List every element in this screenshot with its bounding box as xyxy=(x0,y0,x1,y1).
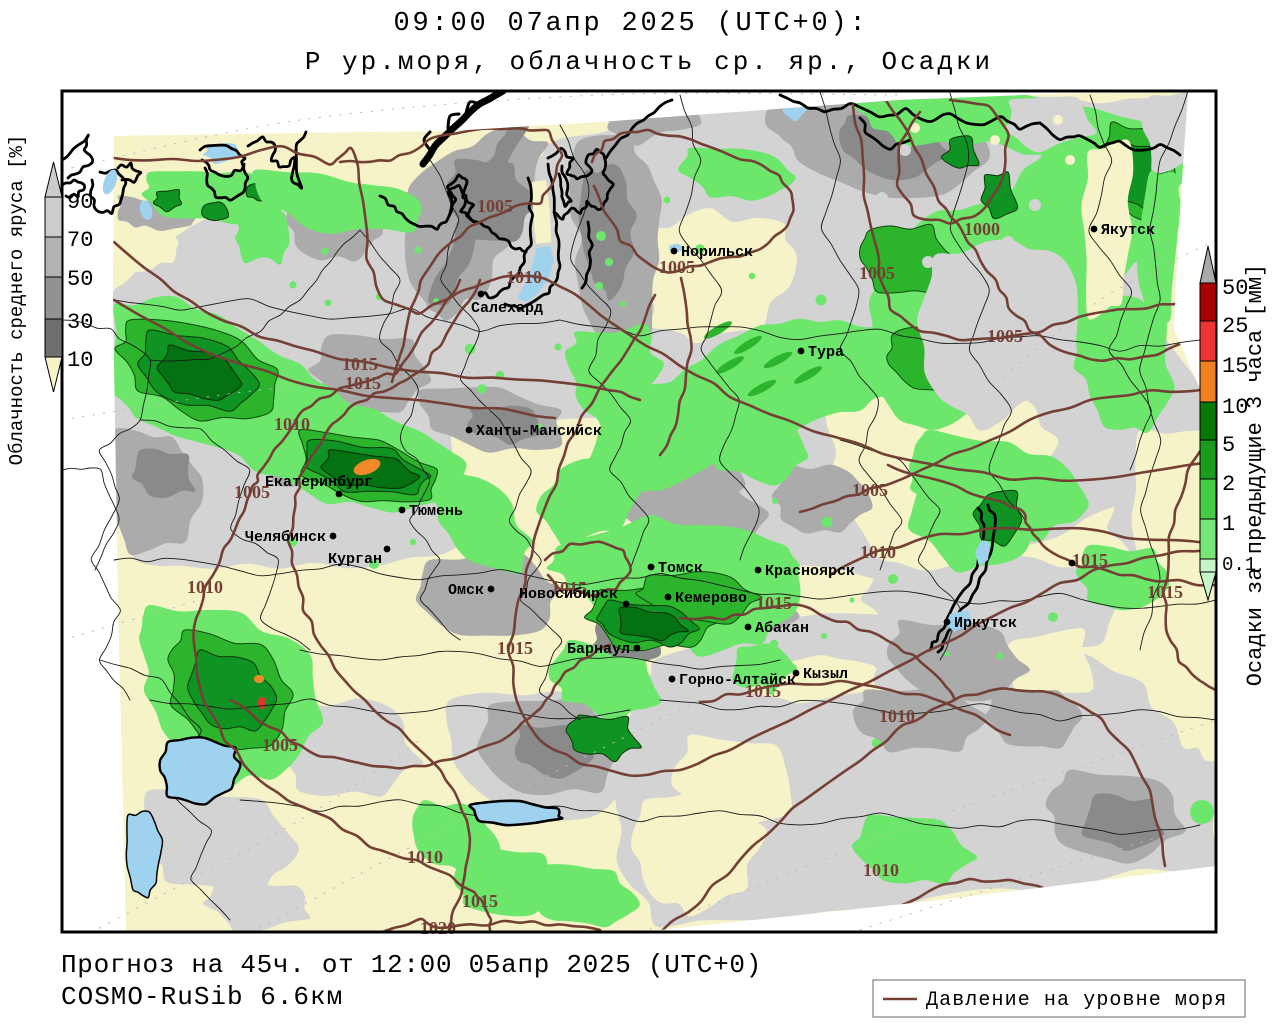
svg-text:1010: 1010 xyxy=(506,267,542,287)
svg-text:1015: 1015 xyxy=(756,593,792,613)
svg-text:90: 90 xyxy=(67,190,93,215)
svg-text:1015: 1015 xyxy=(1147,582,1183,602)
svg-text:Облачность среднего яруса [%]: Облачность среднего яруса [%] xyxy=(6,135,28,466)
svg-text:15: 15 xyxy=(1222,354,1248,379)
svg-text:Абакан: Абакан xyxy=(755,620,809,637)
svg-text:1005: 1005 xyxy=(659,257,695,277)
svg-text:1010: 1010 xyxy=(187,577,223,597)
svg-text:1015: 1015 xyxy=(745,681,781,701)
svg-text:1010: 1010 xyxy=(860,542,896,562)
svg-text:5: 5 xyxy=(1222,433,1235,458)
svg-text:Томск: Томск xyxy=(658,560,703,577)
svg-text:1005: 1005 xyxy=(859,263,895,283)
svg-text:1010: 1010 xyxy=(274,414,310,434)
svg-text:Барнаул: Барнаул xyxy=(567,641,630,658)
svg-text:10: 10 xyxy=(1222,395,1248,420)
svg-text:Тюмень: Тюмень xyxy=(409,503,463,520)
svg-text:Тура: Тура xyxy=(808,344,844,361)
svg-text:1015: 1015 xyxy=(345,373,381,393)
svg-text:1005: 1005 xyxy=(987,326,1023,346)
svg-text:1010: 1010 xyxy=(863,860,899,880)
svg-text:50: 50 xyxy=(67,267,93,292)
svg-text:1015: 1015 xyxy=(342,354,378,374)
svg-text:1000: 1000 xyxy=(964,219,1000,239)
svg-text:2: 2 xyxy=(1222,472,1235,497)
svg-text:COSMO-RuSib 6.6км: COSMO-RuSib 6.6км xyxy=(61,982,343,1012)
svg-text:Кемерово: Кемерово xyxy=(675,590,747,607)
svg-text:Новосибирск: Новосибирск xyxy=(519,586,618,603)
svg-text:1015: 1015 xyxy=(551,578,587,598)
svg-text:25: 25 xyxy=(1222,314,1248,339)
svg-text:Екатеринбург: Екатеринбург xyxy=(265,474,373,491)
svg-text:1015: 1015 xyxy=(497,638,533,658)
svg-text:1005: 1005 xyxy=(477,196,513,216)
svg-text:70: 70 xyxy=(67,228,93,253)
svg-text:Ханты-Мансийск: Ханты-Мансийск xyxy=(476,423,602,440)
svg-text:1010: 1010 xyxy=(407,847,443,867)
svg-text:Прогноз на 45ч. от 12:00 05апр: Прогноз на 45ч. от 12:00 05апр 2025 (UTC… xyxy=(61,950,762,980)
svg-text:1005: 1005 xyxy=(234,482,270,502)
svg-text:Омск: Омск xyxy=(448,582,484,599)
svg-text:1020: 1020 xyxy=(420,918,456,938)
svg-text:Давление на уровне моря: Давление на уровне моря xyxy=(926,989,1227,1012)
svg-text:1005: 1005 xyxy=(262,735,298,755)
svg-text:Курган: Курган xyxy=(328,551,382,568)
svg-text:1005: 1005 xyxy=(852,480,888,500)
svg-text:1: 1 xyxy=(1222,512,1235,537)
svg-text:Иркутск: Иркутск xyxy=(954,615,1017,632)
svg-text:1015: 1015 xyxy=(1072,550,1108,570)
svg-text:Якутск: Якутск xyxy=(1101,222,1155,239)
svg-text:P ур.моря, облачность ср. яр.,: P ур.моря, облачность ср. яр., Осадки xyxy=(305,47,993,77)
svg-text:1010: 1010 xyxy=(879,706,915,726)
svg-text:Осадки за предыдущие 3 часа [м: Осадки за предыдущие 3 часа [мм] xyxy=(1243,264,1268,686)
svg-text:Красноярск: Красноярск xyxy=(765,563,855,580)
svg-text:1015: 1015 xyxy=(462,891,498,911)
svg-text:30: 30 xyxy=(67,310,93,335)
svg-text:50: 50 xyxy=(1222,276,1248,301)
svg-text:Салехард: Салехард xyxy=(471,300,543,317)
svg-text:0.1: 0.1 xyxy=(1222,554,1256,576)
svg-text:Кызыл: Кызыл xyxy=(803,666,848,683)
svg-text:Горно-Алтайск: Горно-Алтайск xyxy=(679,672,796,689)
svg-text:10: 10 xyxy=(67,348,93,373)
svg-text:Челябинск: Челябинск xyxy=(245,529,326,546)
svg-text:Норильск: Норильск xyxy=(681,244,753,261)
svg-text:09:00 07апр 2025 (UTC+0):: 09:00 07апр 2025 (UTC+0): xyxy=(393,9,868,39)
